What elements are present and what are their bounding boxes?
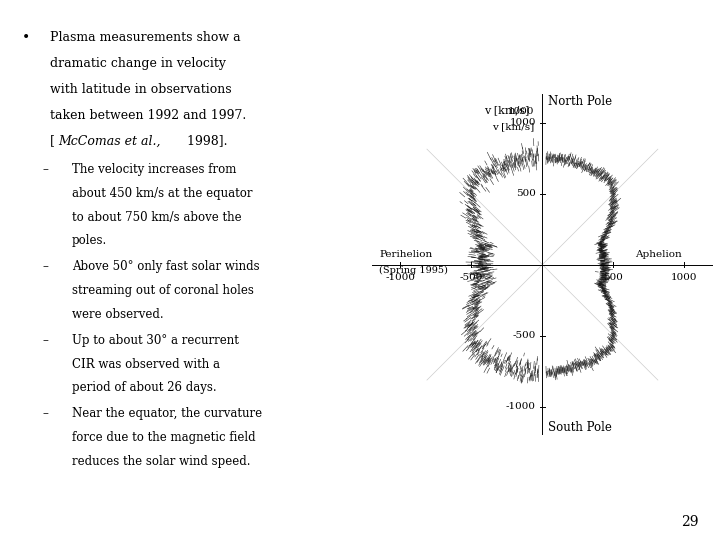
- Text: 500: 500: [603, 273, 624, 282]
- Text: with latitude in observations: with latitude in observations: [50, 83, 232, 96]
- Text: McComas et al.,: McComas et al.,: [58, 134, 161, 147]
- Text: 1000: 1000: [508, 107, 534, 116]
- Text: -500: -500: [513, 331, 536, 340]
- Text: Up to about 30° a recurrent: Up to about 30° a recurrent: [71, 334, 238, 347]
- Text: Near the equator, the curvature: Near the equator, the curvature: [71, 407, 262, 420]
- Text: reduces the solar wind speed.: reduces the solar wind speed.: [71, 455, 250, 468]
- Text: Plasma measurements show a: Plasma measurements show a: [50, 31, 240, 44]
- Text: –: –: [43, 260, 53, 273]
- Text: 1998].: 1998].: [183, 134, 227, 147]
- Text: to about 750 km/s above the: to about 750 km/s above the: [71, 211, 241, 224]
- Text: (Spring 1995): (Spring 1995): [379, 266, 448, 275]
- Text: period of about 26 days.: period of about 26 days.: [71, 381, 216, 394]
- Text: The velocity increases from: The velocity increases from: [71, 163, 236, 176]
- Text: 29: 29: [681, 515, 698, 529]
- Text: [: [: [50, 134, 55, 147]
- Text: poles.: poles.: [71, 234, 107, 247]
- Text: were observed.: were observed.: [71, 308, 163, 321]
- Text: 500: 500: [516, 189, 536, 198]
- Text: –: –: [43, 163, 53, 176]
- Text: Aphelion: Aphelion: [635, 250, 681, 259]
- Text: streaming out of coronal holes: streaming out of coronal holes: [71, 284, 253, 297]
- Text: taken between 1992 and 1997.: taken between 1992 and 1997.: [50, 109, 246, 122]
- Text: CIR was observed with a: CIR was observed with a: [71, 357, 220, 370]
- Text: -1000: -1000: [506, 402, 536, 411]
- Text: force due to the magnetic field: force due to the magnetic field: [71, 431, 255, 444]
- Text: v [km/s]: v [km/s]: [485, 105, 530, 116]
- Text: -1000: -1000: [385, 273, 415, 282]
- Text: -500: -500: [460, 273, 483, 282]
- Text: North Pole: North Pole: [548, 95, 612, 108]
- Text: •: •: [22, 31, 30, 45]
- Text: v [km/s]: v [km/s]: [492, 123, 534, 132]
- Text: Above 50° only fast solar winds: Above 50° only fast solar winds: [71, 260, 259, 273]
- Text: –: –: [43, 407, 53, 420]
- Text: Perihelion: Perihelion: [379, 250, 433, 259]
- Text: about 450 km/s at the equator: about 450 km/s at the equator: [71, 187, 252, 200]
- Text: 1000: 1000: [510, 118, 536, 127]
- Text: –: –: [43, 334, 53, 347]
- Text: South Pole: South Pole: [548, 421, 612, 434]
- Text: 1000: 1000: [671, 273, 698, 282]
- Text: dramatic change in velocity: dramatic change in velocity: [50, 57, 226, 70]
